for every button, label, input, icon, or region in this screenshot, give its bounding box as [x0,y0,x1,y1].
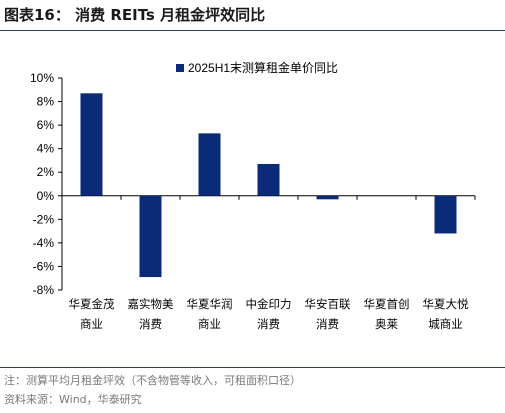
category-label: 嘉实物美 [128,297,174,311]
y-tick-label: 4% [37,142,55,156]
legend-swatch [176,64,184,72]
category-label: 奥莱 [375,317,398,331]
category-label: 华夏大悦 [423,297,469,311]
category-label: 华夏首创 [364,297,410,311]
y-tick-label: 2% [37,165,55,179]
bar [316,195,339,200]
y-tick-label: -6% [33,259,55,273]
category-label: 消费 [257,317,280,331]
bar [257,163,280,196]
y-tick-label: 6% [37,118,55,132]
y-tick-label: -4% [33,236,55,250]
category-label: 中金印力 [246,297,292,311]
bar [139,195,162,278]
bar [198,133,221,196]
legend-label: 2025H1末测算租金单价同比 [188,60,338,75]
category-label: 华安百联 [305,297,351,311]
footer-rule [0,367,505,368]
category-label: 城商业 [428,317,463,331]
category-label: 商业 [198,317,221,331]
bar [434,195,457,234]
figure-title: 图表16： 消费 REITs 月租金坪效同比 [4,6,266,24]
category-label: 商业 [80,317,103,331]
y-tick-label: 10% [30,71,54,85]
category-label: 华夏金茂 [69,297,115,311]
y-tick-label: 8% [37,95,55,109]
y-tick-label: 0% [37,189,55,203]
y-tick-label: -2% [33,212,55,226]
footnote: 注：测算平均月租金坪效（不含物管等收入，可租面积口径） [4,374,301,387]
source-note: 资料来源：Wind，华泰研究 [4,393,142,406]
category-label: 消费 [139,317,162,331]
y-tick-label: -8% [33,283,55,297]
bar [80,93,103,196]
category-label: 华夏华润 [187,297,233,311]
category-label: 消费 [316,317,339,331]
title-rule [0,30,505,31]
